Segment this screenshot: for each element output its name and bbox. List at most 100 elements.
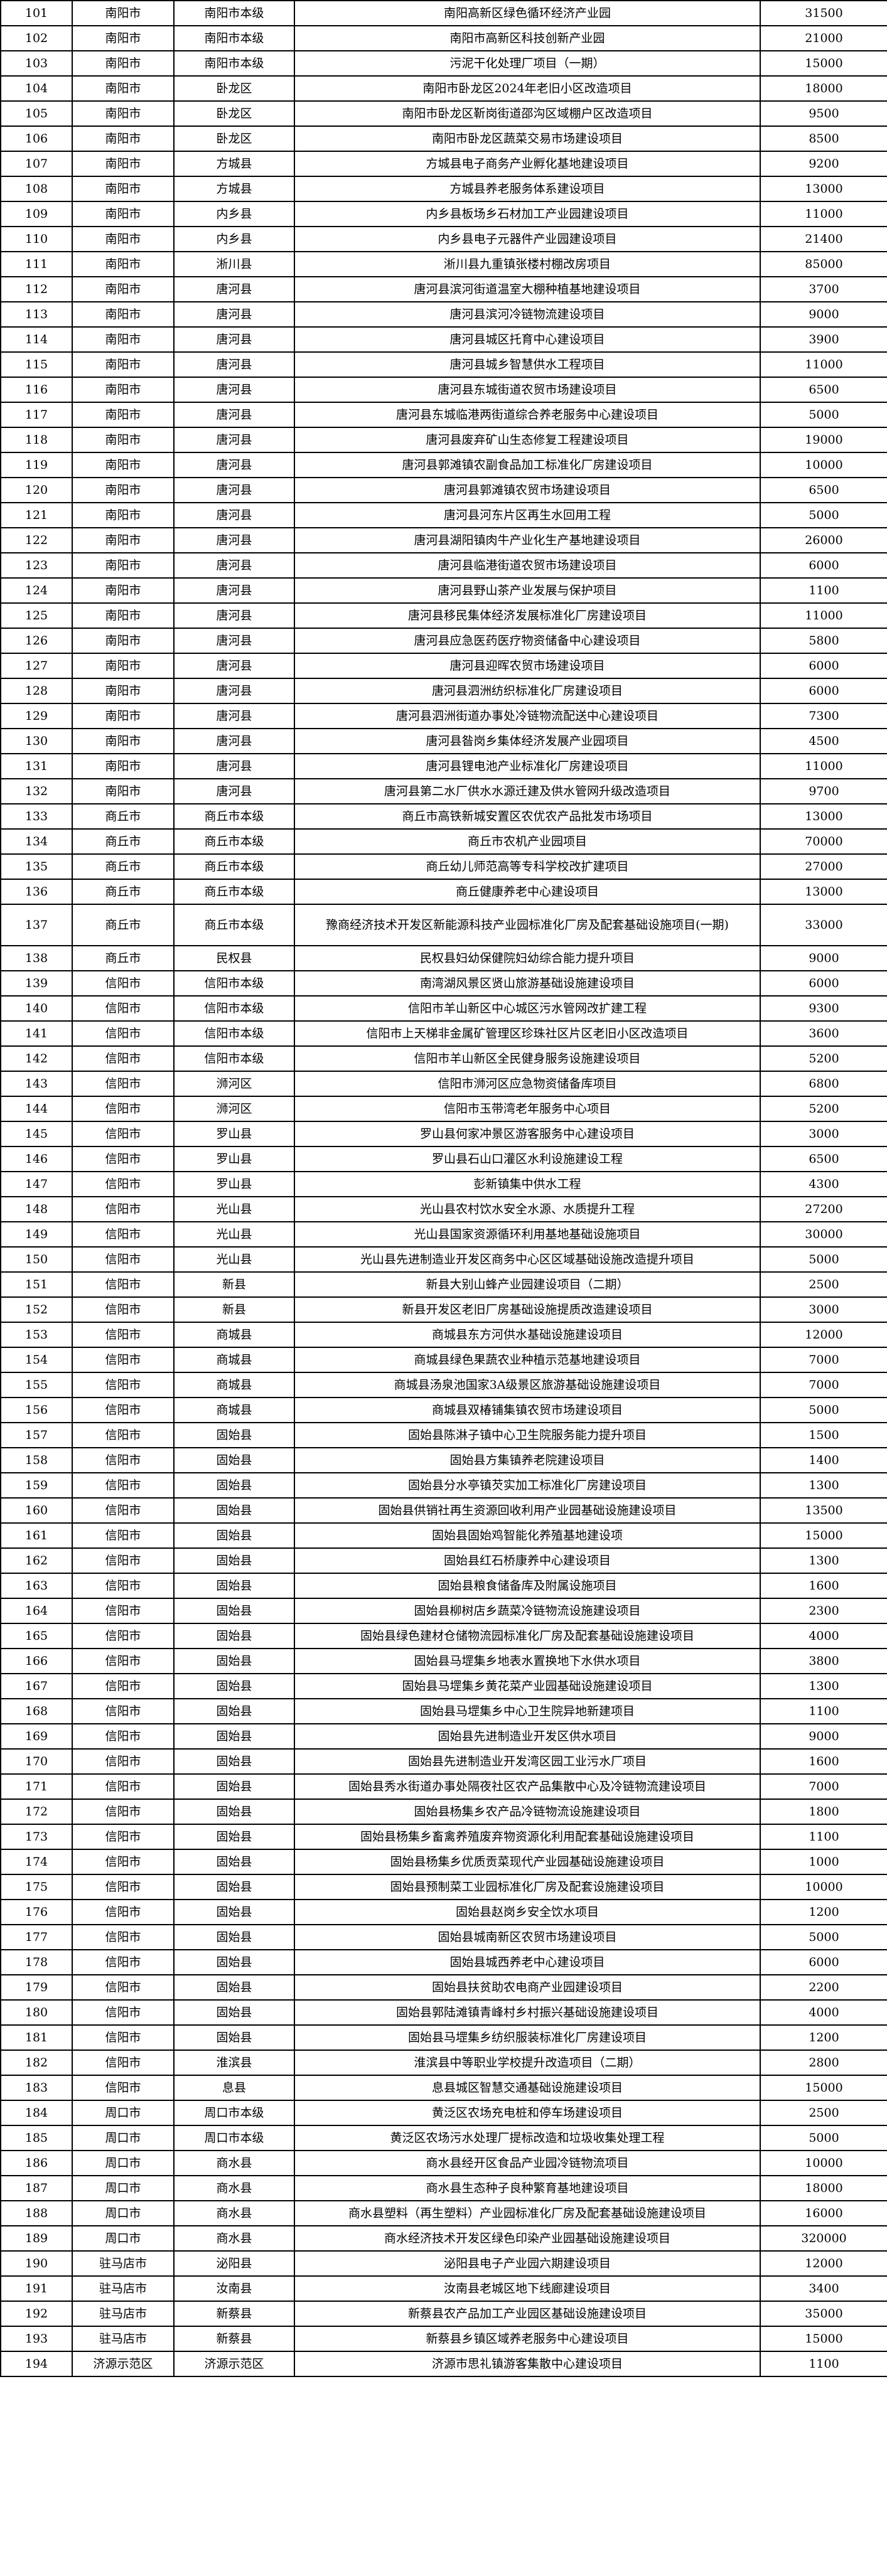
row-number-cell: 102 (0, 25, 73, 51)
project-name-cell: 唐河县移民集体经济发展标准化厂房建设项目 (294, 602, 761, 629)
table-row: 112 南阳市 唐河县 唐河县滨河街道温室大棚种植基地建设项目 3700 (0, 276, 887, 302)
investment-amount-cell: 5000 (760, 502, 887, 528)
city-cell: 周口市 (72, 2100, 175, 2126)
county-cell: 固始县 (173, 1422, 295, 1448)
table-row: 162 信阳市 固始县 固始县红石桥康养中心建设项目 1300 (0, 1547, 887, 1574)
county-cell: 唐河县 (173, 402, 295, 428)
row-number-cell: 117 (0, 402, 73, 428)
county-cell: 唐河县 (173, 602, 295, 629)
city-cell: 南阳市 (72, 552, 175, 579)
county-cell: 汝南县 (173, 2275, 295, 2302)
row-number-cell: 109 (0, 201, 73, 227)
row-number-cell: 126 (0, 628, 73, 654)
table-row: 124 南阳市 唐河县 唐河县野山茶产业发展与保护项目 1100 (0, 577, 887, 604)
row-number-cell: 111 (0, 251, 73, 277)
project-name-cell: 唐河县城乡智慧供水工程项目 (294, 351, 761, 378)
table-row: 176 信阳市 固始县 固始县赵岗乡安全饮水项目 1200 (0, 1899, 887, 1925)
investment-amount-cell: 10000 (760, 1874, 887, 1900)
county-cell: 固始县 (173, 1974, 295, 2001)
city-cell: 信阳市 (72, 1096, 175, 1122)
row-number-cell: 152 (0, 1296, 73, 1323)
investment-amount-cell: 9700 (760, 778, 887, 804)
project-name-cell: 固始县方集镇养老院建设项目 (294, 1447, 761, 1473)
county-cell: 固始县 (173, 1573, 295, 1599)
table-row: 164 信阳市 固始县 固始县柳树店乡蔬菜冷链物流设施建设项目 2300 (0, 1598, 887, 1624)
county-cell: 唐河县 (173, 351, 295, 378)
city-cell: 南阳市 (72, 151, 175, 177)
project-name-cell: 商水经济技术开发区绿色印染产业园基础设施建设项目 (294, 2225, 761, 2252)
investment-amount-cell: 15000 (760, 50, 887, 77)
city-cell: 信阳市 (72, 1020, 175, 1047)
city-cell: 南阳市 (72, 527, 175, 553)
project-name-cell: 新县开发区老旧厂房基础设施提质改造建设项目 (294, 1296, 761, 1323)
table-row: 187 周口市 商水县 商水县生态种子良种繁育基地建设项目 18000 (0, 2175, 887, 2201)
city-cell: 南阳市 (72, 326, 175, 353)
row-number-cell: 172 (0, 1798, 73, 1825)
row-number-cell: 174 (0, 1849, 73, 1875)
investment-amount-cell: 30000 (760, 1221, 887, 1248)
table-row: 134 商丘市 商丘市本级 商丘市农机产业园项目 70000 (0, 828, 887, 855)
row-number-cell: 150 (0, 1246, 73, 1273)
investment-amount-cell: 3900 (760, 326, 887, 353)
county-cell: 泌阳县 (173, 2250, 295, 2277)
city-cell: 南阳市 (72, 452, 175, 478)
investment-amount-cell: 13000 (760, 176, 887, 202)
row-number-cell: 164 (0, 1598, 73, 1624)
city-cell: 南阳市 (72, 577, 175, 604)
table-row: 107 南阳市 方城县 方城县电子商务产业孵化基地建设项目 9200 (0, 151, 887, 177)
row-number-cell: 108 (0, 176, 73, 202)
county-cell: 方城县 (173, 176, 295, 202)
project-name-cell: 光山县农村饮水安全水源、水质提升工程 (294, 1196, 761, 1222)
project-name-cell: 光山县先进制造业开发区商务中心区区域基础设施改造提升项目 (294, 1246, 761, 1273)
investment-amount-cell: 31500 (760, 0, 887, 26)
project-table: 101 南阳市 南阳市本级 南阳高新区绿色循环经济产业园 31500 102 南阳市 南阳市本… (0, 0, 887, 2377)
city-cell: 信阳市 (72, 1045, 175, 1072)
city-cell: 周口市 (72, 2150, 175, 2176)
row-number-cell: 132 (0, 778, 73, 804)
table-row: 185 周口市 周口市本级 黄泛区农场污水处理厂提标改造和垃圾收集处理工程 5000 (0, 2125, 887, 2151)
project-name-cell: 固始县城南新区农贸市场建设项目 (294, 1924, 761, 1950)
investment-amount-cell: 6500 (760, 477, 887, 503)
investment-amount-cell: 85000 (760, 251, 887, 277)
city-cell: 南阳市 (72, 602, 175, 629)
project-name-cell: 固始县赵岗乡安全饮水项目 (294, 1899, 761, 1925)
row-number-cell: 173 (0, 1824, 73, 1850)
row-number-cell: 156 (0, 1397, 73, 1423)
investment-amount-cell: 1500 (760, 1422, 887, 1448)
row-number-cell: 129 (0, 703, 73, 729)
row-number-cell: 179 (0, 1974, 73, 2001)
city-cell: 驻马店市 (72, 2326, 175, 2352)
project-name-cell: 污泥干化处理厂项目（一期） (294, 50, 761, 77)
row-number-cell: 175 (0, 1874, 73, 1900)
investment-amount-cell: 3600 (760, 1020, 887, 1047)
table-row: 104 南阳市 卧龙区 南阳市卧龙区2024年老旧小区改造项目 18000 (0, 75, 887, 102)
project-name-cell: 固始县城西养老中心建设项目 (294, 1949, 761, 1975)
project-name-cell: 唐河县郭滩镇农副食品加工标准化厂房建设项目 (294, 452, 761, 478)
city-cell: 信阳市 (72, 970, 175, 997)
table-row: 106 南阳市 卧龙区 南阳市卧龙区蔬菜交易市场建设项目 8500 (0, 126, 887, 152)
project-name-cell: 南阳市卧龙区2024年老旧小区改造项目 (294, 75, 761, 102)
table-row: 152 信阳市 新县 新县开发区老旧厂房基础设施提质改造建设项目 3000 (0, 1296, 887, 1323)
investment-amount-cell: 5000 (760, 2125, 887, 2151)
county-cell: 唐河县 (173, 728, 295, 754)
investment-amount-cell: 3000 (760, 1296, 887, 1323)
city-cell: 南阳市 (72, 753, 175, 779)
city-cell: 信阳市 (72, 1598, 175, 1624)
row-number-cell: 121 (0, 502, 73, 528)
project-name-cell: 固始县分水亭镇芡实加工标准化厂房建设项目 (294, 1472, 761, 1499)
county-cell: 固始县 (173, 1447, 295, 1473)
county-cell: 光山县 (173, 1246, 295, 1273)
project-name-cell: 方城县养老服务体系建设项目 (294, 176, 761, 202)
row-number-cell: 153 (0, 1322, 73, 1348)
investment-amount-cell: 1600 (760, 1748, 887, 1775)
city-cell: 信阳市 (72, 1497, 175, 1524)
row-number-cell: 125 (0, 602, 73, 629)
county-cell: 唐河县 (173, 452, 295, 478)
row-number-cell: 146 (0, 1146, 73, 1172)
project-name-cell: 固始县先进制造业开发区供水项目 (294, 1723, 761, 1750)
county-cell: 信阳市本级 (173, 995, 295, 1022)
project-name-cell: 商水县经开区食品产业园冷链物流项目 (294, 2150, 761, 2176)
investment-amount-cell: 2500 (760, 2100, 887, 2126)
investment-amount-cell: 1400 (760, 1447, 887, 1473)
project-name-cell: 固始县秀水街道办事处隔夜社区农产品集散中心及冷链物流建设项目 (294, 1773, 761, 1800)
